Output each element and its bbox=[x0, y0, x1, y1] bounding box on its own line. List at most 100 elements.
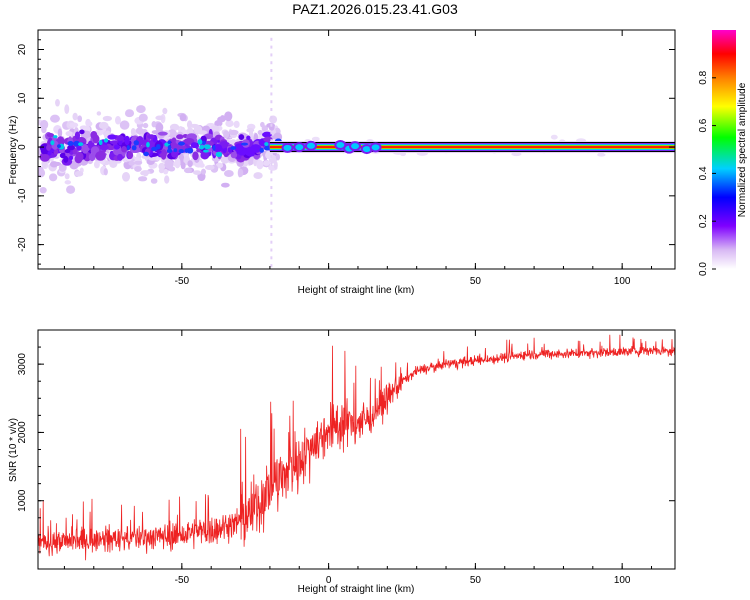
artifact-mark bbox=[270, 201, 273, 205]
band-knot bbox=[293, 142, 306, 153]
artifact-mark bbox=[270, 154, 273, 158]
spectral-blob bbox=[192, 151, 199, 161]
spectral-blob-faint bbox=[246, 127, 255, 133]
spectral-blob-faint bbox=[269, 115, 278, 124]
spectral-blob-faint bbox=[119, 120, 130, 130]
spectral-blob bbox=[64, 148, 71, 154]
y-tick-label: 3000 bbox=[17, 353, 28, 376]
artifact-mark bbox=[270, 123, 273, 127]
spectral-blob-faint bbox=[275, 153, 281, 161]
artifact-mark bbox=[270, 162, 273, 166]
spectral-blob-core bbox=[131, 145, 137, 151]
spectral-blob-faint bbox=[511, 152, 522, 157]
colorbar-tick-label: 0.8 bbox=[698, 70, 709, 84]
spectral-blob-faint bbox=[134, 160, 143, 165]
spectral-blob bbox=[127, 150, 134, 160]
spectral-blob-faint bbox=[164, 159, 174, 169]
spectral-blob-faint bbox=[69, 122, 79, 128]
artifact-mark bbox=[270, 92, 273, 96]
spectrogram-frame bbox=[37, 29, 676, 270]
spectral-blob-core bbox=[264, 145, 271, 151]
spectral-blob-faint bbox=[169, 123, 180, 131]
spectral-blob-faint bbox=[155, 115, 164, 121]
artifact-mark bbox=[270, 108, 273, 112]
artifact-mark bbox=[270, 61, 273, 65]
snr-x-label: Height of straight line (km) bbox=[298, 584, 415, 595]
snr-panel: -50 0 50 100 1000 2000 3000 Height of straigh… bbox=[8, 329, 676, 595]
x-tick-label: 100 bbox=[614, 276, 631, 287]
artifact-mark bbox=[270, 209, 273, 213]
spectral-blob-core bbox=[53, 135, 58, 139]
spectral-blob-core bbox=[178, 141, 185, 146]
spectral-blob-faint bbox=[96, 111, 102, 116]
spectral-blob-faint bbox=[257, 130, 263, 135]
spectral-blob-core bbox=[126, 145, 130, 151]
spectral-blob-faint bbox=[228, 129, 239, 136]
spectral-blob-core bbox=[167, 145, 172, 151]
spectral-blob-faint bbox=[223, 169, 234, 178]
spectral-blob-faint bbox=[256, 159, 264, 170]
spectral-blob-faint bbox=[64, 180, 72, 185]
artifact-mark bbox=[270, 100, 273, 104]
artifact-mark bbox=[270, 115, 273, 119]
spectral-blob-faint bbox=[64, 104, 70, 115]
spectral-blob bbox=[96, 154, 101, 160]
y-tick-label: 0 bbox=[17, 144, 28, 150]
spectral-blob bbox=[56, 136, 65, 146]
colorbar-gradient bbox=[712, 30, 736, 269]
spectral-blob-core bbox=[67, 141, 74, 146]
spectral-blob bbox=[176, 134, 184, 140]
spectral-blob-faint bbox=[66, 185, 76, 194]
spectral-blob bbox=[82, 143, 89, 152]
spectral-blob-faint bbox=[121, 171, 131, 182]
artifact-mark bbox=[270, 76, 273, 80]
x-tick-label: 0 bbox=[326, 575, 332, 586]
colorbar-ticks: 0.0 0.2 0.4 0.6 0.8 bbox=[698, 70, 716, 276]
spectral-blob-faint bbox=[197, 130, 208, 135]
colorbar: 0.0 0.2 0.4 0.6 0.8 Normalized spectral ampl… bbox=[698, 30, 748, 276]
spectral-blob-core bbox=[230, 146, 237, 150]
spectral-blob-faint bbox=[210, 125, 220, 132]
spectral-blob-faint bbox=[38, 166, 44, 176]
spectral-blob-faint bbox=[72, 112, 78, 121]
x-tick-label: -50 bbox=[175, 575, 190, 586]
spectral-blob bbox=[79, 129, 85, 135]
y-tick-label: 10 bbox=[17, 92, 28, 104]
spectral-blob bbox=[113, 144, 120, 150]
spectral-blob-faint bbox=[102, 115, 113, 122]
spectral-blob-core bbox=[103, 138, 109, 143]
artifact-mark bbox=[270, 256, 273, 260]
artifact-mark bbox=[270, 217, 273, 221]
spectral-blob-faint bbox=[58, 163, 67, 172]
spectral-blob-faint bbox=[180, 162, 186, 170]
spectral-blob bbox=[92, 134, 100, 144]
snr-y-ticks: 1000 2000 3000 bbox=[17, 329, 675, 553]
spectrogram-y-label: Frequency (Hz) bbox=[8, 116, 19, 185]
spectral-blob-core bbox=[155, 143, 161, 150]
artifact-mark bbox=[270, 232, 273, 236]
snr-background bbox=[38, 330, 675, 569]
artifact-mark bbox=[270, 84, 273, 88]
spectral-blob-core bbox=[178, 148, 185, 154]
spectral-blob bbox=[230, 151, 238, 159]
spectral-blob-faint bbox=[57, 128, 63, 138]
spectral-blob bbox=[183, 137, 195, 145]
snr-series bbox=[38, 334, 675, 561]
spectral-blob-core bbox=[50, 140, 55, 146]
spectral-blob-faint bbox=[204, 164, 215, 171]
y-tick-label: 20 bbox=[17, 44, 28, 56]
colorbar-tick-label: 0.0 bbox=[698, 262, 709, 276]
spectral-blob-core bbox=[203, 144, 211, 150]
artifact-mark bbox=[270, 131, 273, 135]
artifact-mark bbox=[270, 186, 273, 190]
spectral-blob bbox=[157, 131, 168, 136]
spectral-blob-faint bbox=[39, 186, 47, 194]
spectral-blob-faint bbox=[223, 130, 230, 139]
band-knot bbox=[281, 142, 294, 153]
spectral-blob-core bbox=[143, 151, 149, 157]
band-red bbox=[269, 146, 675, 149]
spectral-blob-faint bbox=[138, 113, 148, 122]
spectral-blob-faint bbox=[311, 136, 320, 142]
spectral-blob-faint bbox=[128, 161, 135, 166]
artifact-mark bbox=[270, 69, 273, 73]
